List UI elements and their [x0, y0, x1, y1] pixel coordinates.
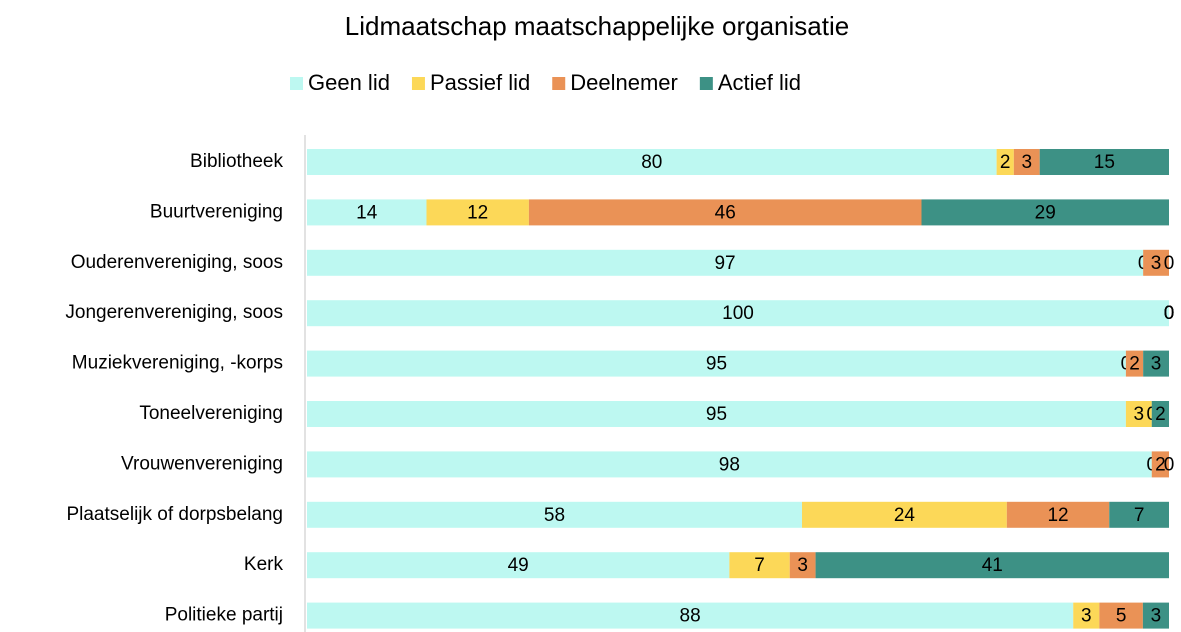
legend-swatch	[699, 77, 713, 90]
data-label: 2	[1155, 404, 1166, 425]
data-label: 3	[1151, 606, 1162, 627]
category-label: Politieke partij	[165, 605, 283, 626]
bar-segment	[921, 199, 1169, 226]
bar-segment	[996, 149, 1014, 175]
bar-segment	[1013, 149, 1040, 175]
data-label: 95	[706, 404, 727, 425]
legend-swatch	[552, 77, 566, 90]
data-label: 41	[982, 555, 1003, 576]
bar-segment	[1039, 149, 1169, 175]
bar-segment	[307, 350, 1126, 377]
bar-segment	[1099, 602, 1143, 629]
data-label: 14	[356, 202, 378, 223]
bar-segment	[307, 401, 1126, 427]
data-label: 0	[1164, 303, 1175, 324]
bar-segment	[815, 552, 1169, 579]
data-label: 12	[467, 202, 488, 223]
data-label: 3	[1151, 253, 1162, 274]
data-label: 0	[1164, 253, 1175, 274]
data-label: 3	[797, 555, 808, 576]
category-label: Kerk	[244, 554, 284, 575]
data-label: 3	[1081, 606, 1092, 627]
bar-segment	[1142, 602, 1169, 629]
bar-segment	[307, 300, 1169, 327]
data-label: 0	[1164, 303, 1175, 324]
category-label: Ouderenvereniging, soos	[71, 252, 283, 273]
bar-segment	[1143, 249, 1169, 276]
category-label: Muziekvereniging, -korps	[72, 353, 283, 374]
bar-segment	[1125, 350, 1144, 377]
data-label: 46	[715, 202, 736, 223]
category-label: Toneelvereniging	[139, 403, 283, 424]
bar-segment	[307, 149, 997, 175]
bar-segment	[307, 501, 803, 528]
data-label: 3	[1134, 404, 1145, 425]
legend-label: Passief lid	[430, 70, 530, 95]
bar-segment	[802, 501, 1007, 528]
category-label: Jongerenvereniging, soos	[65, 302, 283, 323]
bar-segment	[1073, 602, 1100, 629]
data-label: 49	[508, 555, 529, 576]
data-label: 98	[719, 454, 740, 475]
data-label: 2	[1155, 454, 1166, 475]
data-label: 5	[1116, 606, 1127, 627]
bar-segment	[789, 552, 816, 579]
data-label: 0	[1164, 454, 1175, 475]
bar-segment	[528, 199, 922, 226]
bar-segment	[307, 602, 1074, 629]
data-label: 0	[1164, 303, 1175, 324]
data-label: 7	[1134, 505, 1145, 526]
data-label: 29	[1035, 202, 1056, 223]
legend-label: Geen lid	[308, 70, 390, 95]
bar-segment	[1151, 401, 1169, 427]
data-label: 97	[714, 253, 735, 274]
data-label: 2	[1000, 152, 1011, 173]
bar-segment	[1151, 451, 1169, 478]
bar-segment	[729, 552, 790, 579]
category-label: Plaatselijk of dorpsbelang	[66, 504, 283, 525]
data-label: 2	[1129, 354, 1140, 375]
bar-segment	[426, 199, 529, 226]
data-label: 3	[1021, 152, 1032, 173]
category-label: Bibliotheek	[190, 151, 283, 172]
data-label: 15	[1094, 152, 1115, 173]
category-label: Vrouwenvereniging	[121, 453, 283, 474]
data-label: 3	[1151, 354, 1162, 375]
data-label: 88	[680, 606, 701, 627]
bar-segment	[1006, 501, 1110, 528]
bar-segment	[307, 451, 1152, 478]
bar-segment	[1109, 501, 1169, 528]
data-label: 80	[641, 152, 662, 173]
legend-swatch	[411, 77, 425, 90]
data-label: 95	[706, 354, 727, 375]
bar-segment	[1143, 350, 1169, 377]
bar-segment	[1125, 401, 1152, 427]
data-label: 100	[722, 303, 754, 324]
bar-segment	[307, 249, 1144, 276]
data-label: 12	[1047, 505, 1068, 526]
data-label: 58	[544, 505, 565, 526]
data-label: 24	[894, 505, 916, 526]
chart-title: Lidmaatschap maatschappelijke organisati…	[345, 11, 849, 41]
legend-label: Actief lid	[718, 70, 801, 95]
legend-swatch	[290, 77, 303, 90]
data-label: 7	[754, 555, 765, 576]
category-label: Buurtvereniging	[150, 201, 283, 222]
bar-segment	[307, 552, 730, 579]
bar-segment	[307, 199, 427, 226]
legend-label: Deelnemer	[570, 70, 678, 95]
